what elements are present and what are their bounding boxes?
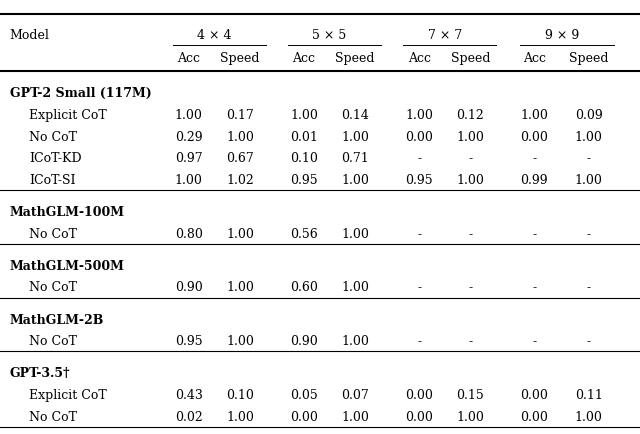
Text: 1.00: 1.00	[290, 109, 318, 122]
Text: 1.00: 1.00	[226, 281, 254, 294]
Text: 0.00: 0.00	[520, 388, 548, 401]
Text: 1.00: 1.00	[575, 130, 603, 143]
Text: 0.02: 0.02	[175, 410, 203, 423]
Text: No CoT: No CoT	[29, 227, 77, 240]
Text: 1.00: 1.00	[520, 109, 548, 122]
Text: 0.56: 0.56	[290, 227, 318, 240]
Text: -: -	[532, 227, 536, 240]
Text: 1.00: 1.00	[226, 335, 254, 348]
Text: -: -	[587, 152, 591, 165]
Text: 1.00: 1.00	[405, 109, 433, 122]
Text: 0.43: 0.43	[175, 388, 203, 401]
Text: -: -	[587, 281, 591, 294]
Text: Acc: Acc	[177, 52, 200, 65]
Text: ICoT-KD: ICoT-KD	[29, 152, 81, 165]
Text: MathGLM-500M: MathGLM-500M	[10, 259, 124, 272]
Text: Acc: Acc	[408, 52, 431, 65]
Text: 1.00: 1.00	[341, 410, 369, 423]
Text: 0.99: 0.99	[520, 174, 548, 187]
Text: -: -	[417, 152, 421, 165]
Text: 0.80: 0.80	[175, 227, 203, 240]
Text: 0.67: 0.67	[226, 152, 254, 165]
Text: Speed: Speed	[569, 52, 609, 65]
Text: 1.00: 1.00	[575, 174, 603, 187]
Text: 0.00: 0.00	[405, 130, 433, 143]
Text: 7 × 7: 7 × 7	[428, 29, 462, 42]
Text: Speed: Speed	[335, 52, 375, 65]
Text: 5 × 5: 5 × 5	[312, 29, 347, 42]
Text: -: -	[417, 335, 421, 348]
Text: 0.09: 0.09	[575, 109, 603, 122]
Text: 0.97: 0.97	[175, 152, 203, 165]
Text: 4 × 4: 4 × 4	[197, 29, 232, 42]
Text: 0.00: 0.00	[290, 410, 318, 423]
Text: No CoT: No CoT	[29, 130, 77, 143]
Text: -: -	[468, 152, 472, 165]
Text: -: -	[468, 227, 472, 240]
Text: 1.00: 1.00	[456, 410, 484, 423]
Text: 1.00: 1.00	[341, 281, 369, 294]
Text: Acc: Acc	[523, 52, 546, 65]
Text: 0.60: 0.60	[290, 281, 318, 294]
Text: -: -	[417, 281, 421, 294]
Text: No CoT: No CoT	[29, 410, 77, 423]
Text: 0.10: 0.10	[290, 152, 318, 165]
Text: -: -	[532, 152, 536, 165]
Text: Speed: Speed	[451, 52, 490, 65]
Text: MathGLM-100M: MathGLM-100M	[10, 206, 125, 219]
Text: -: -	[587, 335, 591, 348]
Text: 0.00: 0.00	[520, 410, 548, 423]
Text: Model: Model	[10, 29, 49, 42]
Text: 0.17: 0.17	[226, 109, 254, 122]
Text: 1.00: 1.00	[341, 335, 369, 348]
Text: -: -	[587, 227, 591, 240]
Text: 1.00: 1.00	[341, 227, 369, 240]
Text: 0.14: 0.14	[341, 109, 369, 122]
Text: 0.29: 0.29	[175, 130, 203, 143]
Text: 0.12: 0.12	[456, 109, 484, 122]
Text: 0.95: 0.95	[175, 335, 203, 348]
Text: 0.71: 0.71	[341, 152, 369, 165]
Text: 9 × 9: 9 × 9	[545, 29, 579, 42]
Text: 1.02: 1.02	[226, 174, 254, 187]
Text: 1.00: 1.00	[341, 174, 369, 187]
Text: -: -	[417, 227, 421, 240]
Text: 0.90: 0.90	[175, 281, 203, 294]
Text: 0.10: 0.10	[226, 388, 254, 401]
Text: 0.95: 0.95	[290, 174, 318, 187]
Text: 1.00: 1.00	[341, 130, 369, 143]
Text: 0.15: 0.15	[456, 388, 484, 401]
Text: 1.00: 1.00	[226, 410, 254, 423]
Text: GPT-3.5†: GPT-3.5†	[10, 367, 70, 380]
Text: 0.90: 0.90	[290, 335, 318, 348]
Text: GPT-2 Small (117M): GPT-2 Small (117M)	[10, 87, 151, 100]
Text: Explicit CoT: Explicit CoT	[29, 109, 106, 122]
Text: 1.00: 1.00	[456, 174, 484, 187]
Text: Speed: Speed	[220, 52, 260, 65]
Text: 0.00: 0.00	[405, 388, 433, 401]
Text: No CoT: No CoT	[29, 335, 77, 348]
Text: Acc: Acc	[292, 52, 316, 65]
Text: 1.00: 1.00	[575, 410, 603, 423]
Text: 1.00: 1.00	[175, 109, 203, 122]
Text: 0.11: 0.11	[575, 388, 603, 401]
Text: 1.00: 1.00	[456, 130, 484, 143]
Text: 0.00: 0.00	[405, 410, 433, 423]
Text: Explicit CoT: Explicit CoT	[29, 388, 106, 401]
Text: 1.00: 1.00	[175, 174, 203, 187]
Text: 0.00: 0.00	[520, 130, 548, 143]
Text: 0.07: 0.07	[341, 388, 369, 401]
Text: MathGLM-2B: MathGLM-2B	[10, 313, 104, 326]
Text: No CoT: No CoT	[29, 281, 77, 294]
Text: 0.95: 0.95	[405, 174, 433, 187]
Text: -: -	[532, 281, 536, 294]
Text: 1.00: 1.00	[226, 130, 254, 143]
Text: 1.00: 1.00	[226, 227, 254, 240]
Text: 0.05: 0.05	[290, 388, 318, 401]
Text: 0.01: 0.01	[290, 130, 318, 143]
Text: -: -	[532, 335, 536, 348]
Text: ICoT-SI: ICoT-SI	[29, 174, 76, 187]
Text: -: -	[468, 335, 472, 348]
Text: -: -	[468, 281, 472, 294]
